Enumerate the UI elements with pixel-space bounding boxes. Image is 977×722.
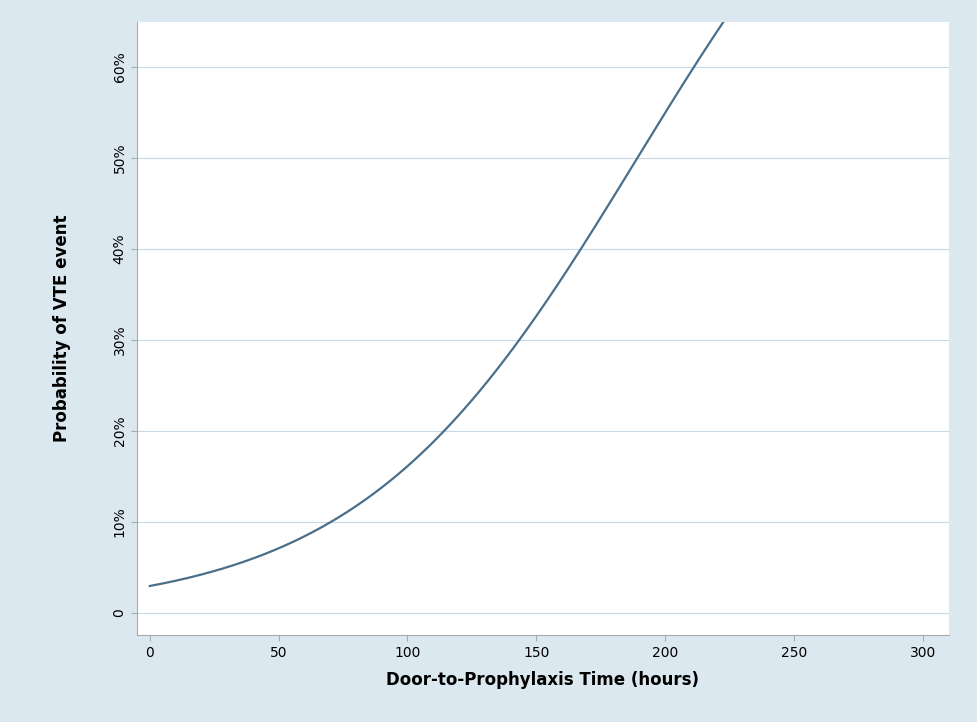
X-axis label: Door-to-Prophylaxis Time (hours): Door-to-Prophylaxis Time (hours) bbox=[386, 671, 699, 689]
Y-axis label: Probability of VTE event: Probability of VTE event bbox=[53, 214, 70, 443]
